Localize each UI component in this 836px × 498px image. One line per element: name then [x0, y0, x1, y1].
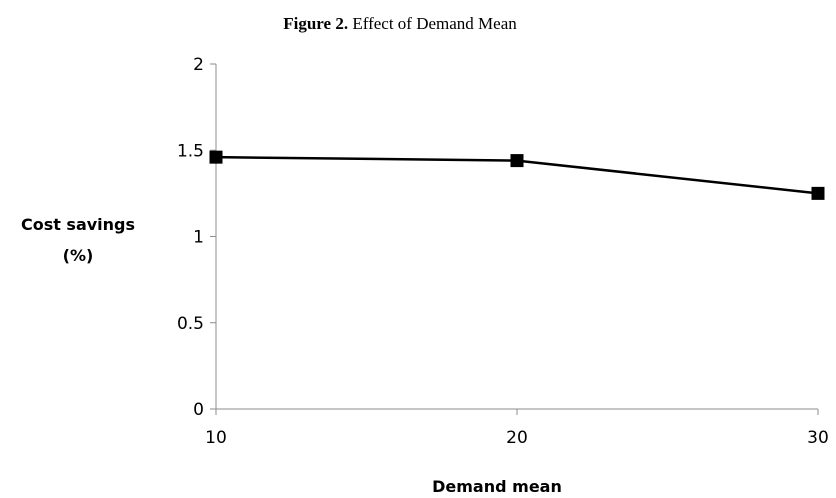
x-tick-label: 20 [506, 428, 528, 448]
figure-caption-text: Effect of Demand Mean [352, 14, 517, 33]
x-tick-label: 10 [205, 428, 227, 448]
tick-labels: 0 0.5 1 1.5 2 10 20 30 [177, 55, 829, 448]
y-axis-title-line-2: (%) [63, 246, 94, 265]
figure-number: Figure 2. [283, 14, 349, 33]
y-tick-label: 0.5 [177, 314, 204, 334]
figure-caption: Figure 2. Effect of Demand Mean [0, 14, 800, 34]
y-tick-label: 2 [193, 55, 204, 75]
data-point [510, 154, 524, 168]
x-tick-label: 30 [807, 428, 829, 448]
y-axis-title-line-1: Cost savings [21, 215, 135, 234]
axes [210, 63, 819, 415]
y-tick-label: 1 [193, 228, 204, 248]
data-point [209, 150, 223, 164]
data-point [811, 186, 825, 200]
x-axis-title: Demand mean [432, 477, 562, 496]
series-group [209, 150, 825, 200]
y-tick-label: 0 [193, 400, 204, 420]
y-tick-label: 1.5 [177, 141, 204, 161]
